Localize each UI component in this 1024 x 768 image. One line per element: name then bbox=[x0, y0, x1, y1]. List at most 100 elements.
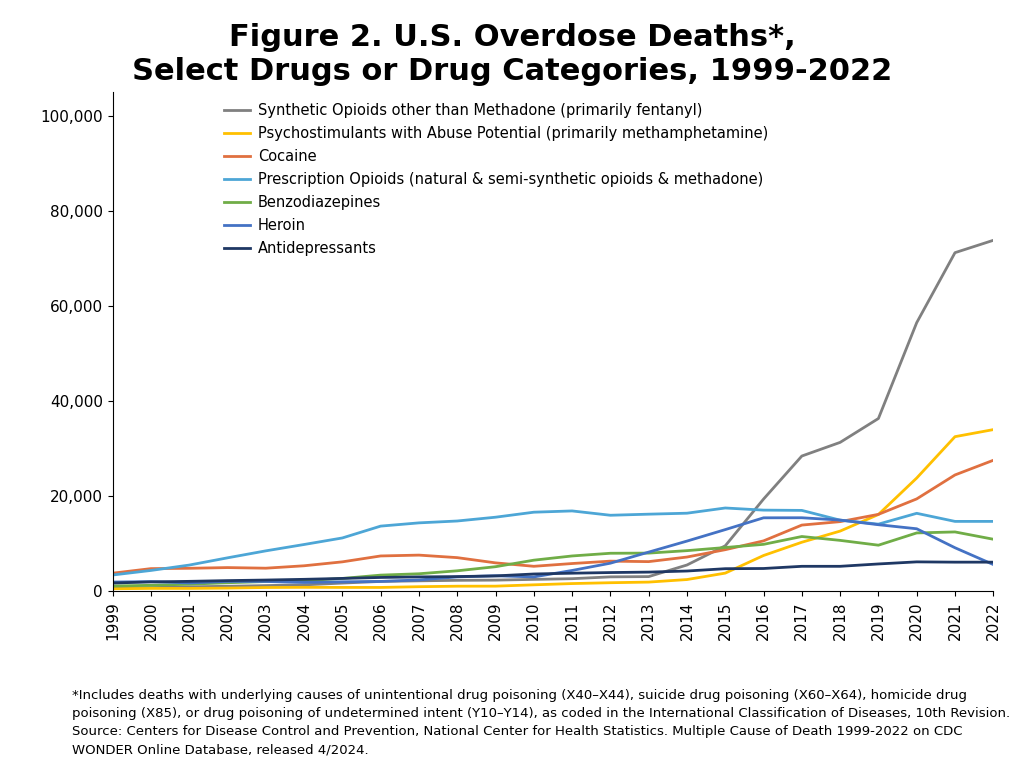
Synthetic Opioids other than Methadone (primarily fentanyl) bbox=[298, 581, 310, 590]
Antidepressants bbox=[604, 568, 616, 578]
Prescription Opioids (natural & semi-synthetic opioids & methadone) bbox=[106, 571, 119, 580]
Text: *Includes deaths with underlying causes of unintentional drug poisoning (X40–X44: *Includes deaths with underlying causes … bbox=[72, 690, 1010, 756]
Synthetic Opioids other than Methadone (primarily fentanyl) bbox=[758, 495, 770, 504]
Psychostimulants with Abuse Potential (primarily methamphetamine) bbox=[719, 568, 731, 578]
Antidepressants bbox=[260, 575, 272, 584]
Antidepressants bbox=[298, 574, 310, 584]
Antidepressants bbox=[872, 559, 885, 568]
Prescription Opioids (natural & semi-synthetic opioids & methadone) bbox=[681, 508, 693, 518]
Benzodiazepines bbox=[796, 532, 808, 541]
Psychostimulants with Abuse Potential (primarily methamphetamine) bbox=[527, 580, 540, 589]
Synthetic Opioids other than Methadone (primarily fentanyl) bbox=[566, 574, 579, 583]
Synthetic Opioids other than Methadone (primarily fentanyl) bbox=[221, 581, 233, 591]
Synthetic Opioids other than Methadone (primarily fentanyl) bbox=[452, 576, 464, 585]
Psychostimulants with Abuse Potential (primarily methamphetamine) bbox=[949, 432, 962, 442]
Cocaine bbox=[413, 551, 425, 560]
Prescription Opioids (natural & semi-synthetic opioids & methadone) bbox=[489, 512, 502, 521]
Psychostimulants with Abuse Potential (primarily methamphetamine) bbox=[681, 575, 693, 584]
Benzodiazepines bbox=[413, 569, 425, 578]
Psychostimulants with Abuse Potential (primarily methamphetamine) bbox=[834, 527, 846, 536]
Cocaine bbox=[642, 557, 654, 566]
Cocaine bbox=[719, 545, 731, 554]
Antidepressants bbox=[987, 558, 999, 567]
Psychostimulants with Abuse Potential (primarily methamphetamine) bbox=[987, 425, 999, 434]
Antidepressants bbox=[336, 574, 348, 583]
Cocaine bbox=[566, 559, 579, 568]
Benzodiazepines bbox=[106, 581, 119, 591]
Synthetic Opioids other than Methadone (primarily fentanyl) bbox=[375, 577, 387, 586]
Antidepressants bbox=[719, 564, 731, 573]
Heroin bbox=[604, 558, 616, 568]
Heroin bbox=[144, 577, 157, 586]
Cocaine bbox=[987, 455, 999, 465]
Benzodiazepines bbox=[144, 581, 157, 590]
Synthetic Opioids other than Methadone (primarily fentanyl) bbox=[642, 572, 654, 581]
Antidepressants bbox=[796, 561, 808, 571]
Benzodiazepines bbox=[681, 546, 693, 555]
Cocaine bbox=[375, 551, 387, 561]
Prescription Opioids (natural & semi-synthetic opioids & methadone) bbox=[758, 505, 770, 515]
Benzodiazepines bbox=[719, 543, 731, 552]
Legend: Synthetic Opioids other than Methadone (primarily fentanyl), Psychostimulants wi: Synthetic Opioids other than Methadone (… bbox=[218, 98, 774, 262]
Cocaine bbox=[527, 561, 540, 571]
Antidepressants bbox=[489, 571, 502, 581]
Prescription Opioids (natural & semi-synthetic opioids & methadone) bbox=[260, 546, 272, 555]
Heroin bbox=[681, 537, 693, 546]
Prescription Opioids (natural & semi-synthetic opioids & methadone) bbox=[604, 511, 616, 520]
Cocaine bbox=[298, 561, 310, 571]
Psychostimulants with Abuse Potential (primarily methamphetamine) bbox=[796, 538, 808, 547]
Benzodiazepines bbox=[183, 580, 196, 589]
Benzodiazepines bbox=[949, 528, 962, 537]
Line: Cocaine: Cocaine bbox=[113, 460, 993, 573]
Synthetic Opioids other than Methadone (primarily fentanyl) bbox=[987, 236, 999, 245]
Heroin bbox=[260, 577, 272, 586]
Heroin bbox=[987, 560, 999, 569]
Antidepressants bbox=[949, 558, 962, 567]
Synthetic Opioids other than Methadone (primarily fentanyl) bbox=[681, 561, 693, 570]
Prescription Opioids (natural & semi-synthetic opioids & methadone) bbox=[527, 508, 540, 517]
Synthetic Opioids other than Methadone (primarily fentanyl) bbox=[949, 248, 962, 257]
Synthetic Opioids other than Methadone (primarily fentanyl) bbox=[413, 576, 425, 585]
Cocaine bbox=[796, 521, 808, 530]
Synthetic Opioids other than Methadone (primarily fentanyl) bbox=[719, 541, 731, 551]
Heroin bbox=[910, 525, 923, 534]
Antidepressants bbox=[413, 572, 425, 581]
Psychostimulants with Abuse Potential (primarily methamphetamine) bbox=[144, 584, 157, 593]
Synthetic Opioids other than Methadone (primarily fentanyl) bbox=[527, 574, 540, 584]
Line: Psychostimulants with Abuse Potential (primarily methamphetamine): Psychostimulants with Abuse Potential (p… bbox=[113, 429, 993, 589]
Prescription Opioids (natural & semi-synthetic opioids & methadone) bbox=[834, 515, 846, 525]
Antidepressants bbox=[642, 568, 654, 577]
Antidepressants bbox=[910, 558, 923, 567]
Psychostimulants with Abuse Potential (primarily methamphetamine) bbox=[566, 579, 579, 588]
Psychostimulants with Abuse Potential (primarily methamphetamine) bbox=[872, 510, 885, 519]
Antidepressants bbox=[183, 577, 196, 586]
Synthetic Opioids other than Methadone (primarily fentanyl) bbox=[336, 578, 348, 588]
Benzodiazepines bbox=[452, 566, 464, 575]
Prescription Opioids (natural & semi-synthetic opioids & methadone) bbox=[413, 518, 425, 528]
Synthetic Opioids other than Methadone (primarily fentanyl) bbox=[489, 575, 502, 584]
Heroin bbox=[758, 513, 770, 522]
Psychostimulants with Abuse Potential (primarily methamphetamine) bbox=[604, 578, 616, 588]
Heroin bbox=[413, 575, 425, 584]
Heroin bbox=[719, 525, 731, 535]
Line: Prescription Opioids (natural & semi-synthetic opioids & methadone): Prescription Opioids (natural & semi-syn… bbox=[113, 508, 993, 575]
Cocaine bbox=[604, 557, 616, 566]
Benzodiazepines bbox=[566, 551, 579, 561]
Heroin bbox=[642, 548, 654, 557]
Antidepressants bbox=[758, 564, 770, 573]
Antidepressants bbox=[834, 561, 846, 571]
Synthetic Opioids other than Methadone (primarily fentanyl) bbox=[144, 583, 157, 592]
Heroin bbox=[834, 515, 846, 525]
Psychostimulants with Abuse Potential (primarily methamphetamine) bbox=[489, 581, 502, 591]
Benzodiazepines bbox=[642, 548, 654, 558]
Prescription Opioids (natural & semi-synthetic opioids & methadone) bbox=[183, 561, 196, 570]
Psychostimulants with Abuse Potential (primarily methamphetamine) bbox=[452, 581, 464, 591]
Psychostimulants with Abuse Potential (primarily methamphetamine) bbox=[183, 584, 196, 593]
Heroin bbox=[106, 578, 119, 587]
Synthetic Opioids other than Methadone (primarily fentanyl) bbox=[834, 438, 846, 447]
Heroin bbox=[221, 577, 233, 586]
Synthetic Opioids other than Methadone (primarily fentanyl) bbox=[796, 452, 808, 461]
Cocaine bbox=[910, 495, 923, 504]
Psychostimulants with Abuse Potential (primarily methamphetamine) bbox=[642, 578, 654, 587]
Cocaine bbox=[489, 558, 502, 568]
